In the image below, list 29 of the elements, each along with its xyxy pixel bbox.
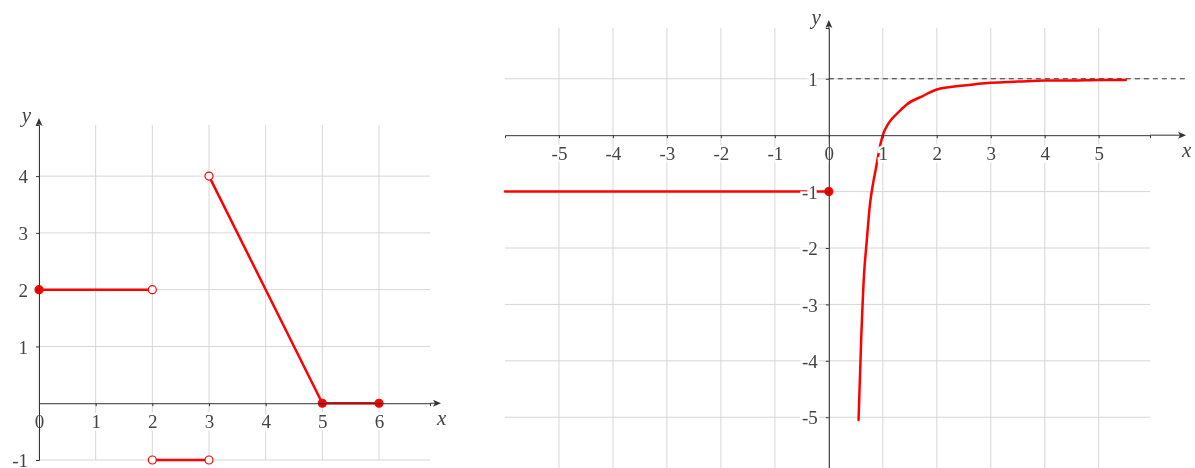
y-tick-label: 4 bbox=[18, 166, 29, 188]
y-axis-title: y bbox=[809, 5, 822, 29]
y-tick-label: 1 bbox=[18, 336, 28, 358]
x-tick-label: -1 bbox=[767, 142, 784, 164]
x-tick-label: 6 bbox=[374, 410, 385, 432]
x-axis-title: x bbox=[436, 406, 447, 431]
x-tick-label: 2 bbox=[148, 410, 158, 432]
x-tick-label: 2 bbox=[932, 142, 943, 164]
x-tick-label: -5 bbox=[551, 142, 568, 164]
x-tick-label: -2 bbox=[713, 142, 730, 164]
y-tick-label: 2 bbox=[18, 279, 28, 301]
x-tick-label: 1 bbox=[878, 142, 889, 164]
x-tick-label: 3 bbox=[204, 410, 215, 432]
x-tick-label: 4 bbox=[261, 410, 272, 432]
y-tick-label: 1 bbox=[808, 68, 818, 90]
x-tick-label: 5 bbox=[1094, 142, 1104, 164]
y-axis-title: y bbox=[19, 103, 32, 127]
x-tick-label: 5 bbox=[318, 410, 328, 432]
y-tick-label: -1 bbox=[12, 450, 28, 468]
y-tick-label: -3 bbox=[802, 294, 818, 316]
x-axis-title: x bbox=[1181, 138, 1192, 163]
x-tick-label: 3 bbox=[986, 142, 997, 164]
y-tick-label: 3 bbox=[18, 223, 28, 245]
x-tick-label: -3 bbox=[659, 142, 676, 164]
x-tick-label: -4 bbox=[605, 142, 622, 164]
x-tick-label: 1 bbox=[91, 410, 101, 432]
y-tick-label: -2 bbox=[802, 238, 818, 260]
x-tick-label: 4 bbox=[1040, 142, 1051, 164]
y-tick-label: -4 bbox=[802, 350, 819, 372]
